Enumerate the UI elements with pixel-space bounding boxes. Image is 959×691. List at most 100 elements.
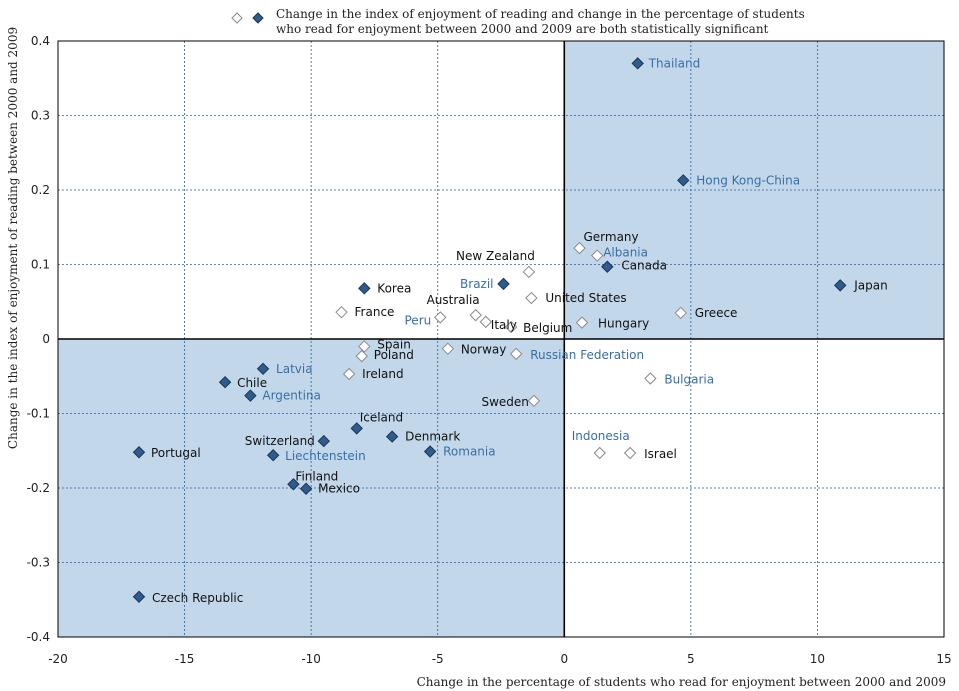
axes <box>57 40 945 638</box>
label-ireland: Ireland <box>362 367 404 381</box>
point-romania <box>423 445 437 458</box>
point-greece <box>674 306 687 320</box>
x-axis-label: Change in the percentage of students who… <box>417 675 946 689</box>
label-new-zealand: New Zealand <box>456 249 535 263</box>
y-tick-label: -0.2 <box>27 481 50 495</box>
label-france: France <box>355 305 395 319</box>
y-tick-label: -0.1 <box>27 407 50 421</box>
point-argentina <box>244 389 257 402</box>
x-tick-label: 15 <box>936 652 951 666</box>
label-bulgaria: Bulgaria <box>664 372 714 386</box>
point-canada <box>601 260 614 273</box>
point-new-zealand <box>522 265 536 279</box>
label-switzerland: Switzerland <box>245 434 315 448</box>
label-germany: Germany <box>583 230 638 244</box>
label-japan: Japan <box>853 278 887 292</box>
x-tick-label: 0 <box>560 652 568 666</box>
point-labels: Thailand Hong Kong-China Germany AlbaniaCan… <box>151 56 888 604</box>
point-spain <box>358 340 371 353</box>
point-israel <box>623 446 637 460</box>
point-ireland <box>342 367 356 381</box>
label-albania: Albania <box>603 246 648 260</box>
label-hong-kong-china: Hong Kong-China <box>696 173 800 187</box>
point-brazil <box>497 277 510 291</box>
point-latvia <box>256 362 270 376</box>
label-finland: Finland <box>295 469 338 483</box>
label-italy: Italy <box>491 318 517 332</box>
x-tick-label: -5 <box>432 652 444 666</box>
point-hungary <box>575 316 589 329</box>
point-korea <box>358 282 371 295</box>
label-australia: Australia <box>427 293 480 307</box>
y-tick-label: 0.1 <box>31 258 50 272</box>
x-tick-label: 5 <box>687 652 695 666</box>
point-germany <box>573 241 586 255</box>
point-france <box>335 305 348 319</box>
point-liechtenstein <box>266 449 280 462</box>
point-australia <box>469 308 482 322</box>
label-liechtenstein: Liechtenstein <box>285 449 366 463</box>
label-israel: Israel <box>644 447 677 461</box>
y-tick-label: 0.4 <box>31 34 50 48</box>
label-czech-republic: Czech Republic <box>152 591 243 605</box>
data-points <box>132 57 847 603</box>
label-mexico: Mexico <box>318 482 360 496</box>
x-tick-label: 10 <box>810 652 825 666</box>
point-switzerland <box>317 434 331 448</box>
x-tick-label: -10 <box>301 652 321 666</box>
label-denmark: Denmark <box>405 430 460 444</box>
y-tick-label: -0.3 <box>27 556 50 570</box>
y-tick-label: 0.3 <box>31 109 50 123</box>
y-tick-label: 0.2 <box>31 183 50 197</box>
point-chile <box>218 376 232 389</box>
point-bulgaria <box>644 372 657 385</box>
label-spain: Spain <box>377 337 411 351</box>
x-tick-label: -15 <box>175 652 195 666</box>
legend-open-diamond <box>231 12 243 24</box>
label-peru: Peru <box>405 313 432 327</box>
point-italy <box>479 315 493 329</box>
legend: Change in the index of enjoyment of read… <box>231 7 805 36</box>
label-belgium: Belgium <box>523 321 572 335</box>
label-portugal: Portugal <box>151 446 201 460</box>
y-axis-label: Change in the index of enjoyment of read… <box>6 27 20 449</box>
point-finland <box>287 478 300 491</box>
point-norway <box>441 342 455 355</box>
legend-line-1: Change in the index of enjoyment of read… <box>276 7 805 21</box>
label-canada: Canada <box>621 259 667 273</box>
label-korea: Korea <box>377 281 411 295</box>
label-poland: Poland <box>374 348 414 362</box>
point-indonesia <box>593 446 606 460</box>
point-japan <box>834 279 847 292</box>
point-thailand <box>631 57 644 70</box>
legend-line-2: who read for enjoyment between 2000 and … <box>276 22 769 36</box>
label-latvia: Latvia <box>276 362 313 376</box>
point-poland <box>355 349 368 363</box>
label-sweden: Sweden <box>481 395 528 409</box>
label-brazil: Brazil <box>460 277 494 291</box>
label-russian-federation: Russian Federation <box>530 348 644 362</box>
point-belgium <box>504 320 518 334</box>
label-norway: Norway <box>461 343 507 357</box>
label-united-states: United States <box>545 291 626 305</box>
label-romania: Romania <box>443 444 495 458</box>
point-united-states <box>525 291 538 305</box>
y-tick-label: 0 <box>42 332 50 346</box>
point-portugal <box>132 446 146 459</box>
label-hungary: Hungary <box>598 317 649 331</box>
label-chile: Chile <box>237 376 267 390</box>
point-denmark <box>385 430 399 443</box>
label-greece: Greece <box>695 306 738 320</box>
point-iceland <box>350 422 363 435</box>
label-thailand: Thailand <box>648 56 701 70</box>
point-hong-kong-china <box>677 174 690 187</box>
point-czech-republic <box>132 590 146 603</box>
legend-filled-diamond <box>252 12 264 24</box>
point-russian-federation <box>509 347 523 361</box>
tick-labels: -20 -15 -10 -5 0 5 10 15 0.4 0.3 0.2 0.1 0 -0.1 -0.2 -0… <box>27 34 952 666</box>
point-peru <box>434 311 447 324</box>
label-argentina: Argentina <box>262 389 321 403</box>
label-indonesia: Indonesia <box>572 429 630 443</box>
y-tick-label: -0.4 <box>27 630 50 644</box>
